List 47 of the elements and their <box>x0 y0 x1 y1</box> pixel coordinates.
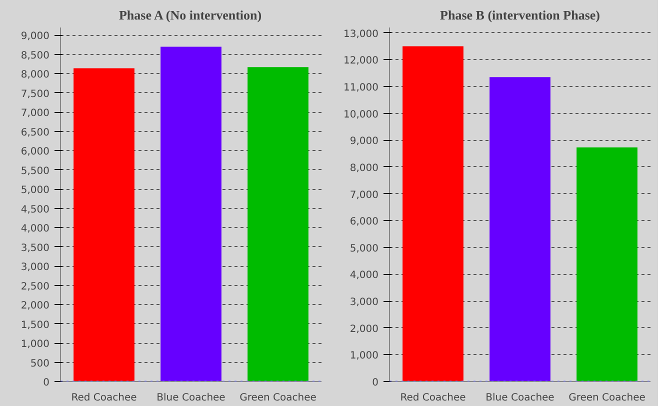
y-tick-label: 3,000 <box>20 262 50 274</box>
y-tick-label: 10,000 <box>344 109 379 120</box>
y-tick-label: 1,500 <box>20 320 50 331</box>
y-tick-label: 5,500 <box>20 166 50 177</box>
y-tick-label: 7,000 <box>20 108 50 120</box>
y-tick-label: 13,000 <box>344 28 379 40</box>
y-tick-label: 4,000 <box>20 224 50 235</box>
bar <box>74 68 134 382</box>
y-tick-label: 8,000 <box>20 70 50 81</box>
y-tick-label: 1,000 <box>20 339 50 350</box>
y-tick-label: 9,000 <box>350 136 379 148</box>
y-tick-label: 6,000 <box>350 216 379 228</box>
x-tick-label: Green Coachee <box>240 392 316 404</box>
chart-title: Phase A (No intervention) <box>118 8 262 22</box>
bar <box>160 46 222 382</box>
y-tick-label: 2,500 <box>20 281 50 292</box>
y-tick-label: 2,000 <box>350 324 379 335</box>
x-tick-label: Green Coachee <box>568 392 646 404</box>
y-tick-label: 9,000 <box>20 31 50 42</box>
x-tick-label: Blue Coachee <box>486 392 554 404</box>
y-tick-label: 5,000 <box>350 243 379 254</box>
y-tick-label: 6,000 <box>20 146 50 158</box>
y-tick-label: 6,500 <box>20 127 50 138</box>
y-tick-label: 7,500 <box>20 88 50 100</box>
x-tick-label: Red Coachee <box>71 392 137 404</box>
y-tick-label: 0 <box>43 378 50 388</box>
y-tick-label: 8,500 <box>20 50 50 62</box>
bar <box>490 77 550 382</box>
y-tick-label: 500 <box>30 358 50 370</box>
x-tick-label: Blue Coachee <box>156 392 226 404</box>
y-tick-label: 7,000 <box>350 190 379 201</box>
y-tick-label: 5,000 <box>20 185 50 196</box>
bar <box>402 46 464 382</box>
y-tick-label: 11,000 <box>344 82 379 94</box>
y-tick-label: 0 <box>372 378 379 388</box>
y-tick-label: 4,000 <box>350 270 379 282</box>
y-tick-label: 4,500 <box>20 204 50 216</box>
y-tick-label: 2,000 <box>20 300 50 312</box>
y-tick-label: 8,000 <box>350 162 379 174</box>
y-tick-label: 12,000 <box>344 56 379 67</box>
bar <box>248 67 308 382</box>
y-tick-label: 1,000 <box>350 350 379 362</box>
y-tick-label: 3,000 <box>350 297 379 308</box>
chart-title: Phase B (intervention Phase) <box>440 8 600 22</box>
y-tick-label: 3,500 <box>20 242 50 254</box>
bar <box>576 147 638 382</box>
x-tick-label: Red Coachee <box>400 392 466 404</box>
